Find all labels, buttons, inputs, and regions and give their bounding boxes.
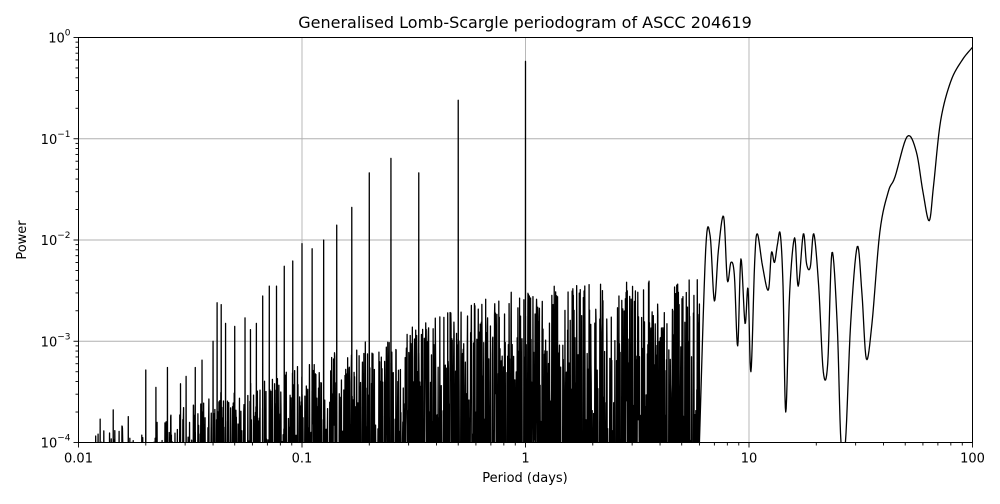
axis-ticks — [73, 37, 973, 448]
y-tick-label: 10−4 — [41, 434, 71, 452]
x-tick-label: 0.1 — [292, 452, 313, 467]
x-axis-tick-labels: 0.01 0.1 1 10 100 — [64, 452, 985, 467]
y-tick-label: 10−2 — [41, 231, 71, 249]
chart-title: Generalised Lomb-Scargle periodogram of … — [298, 13, 752, 32]
x-tick-label: 100 — [960, 452, 985, 467]
y-axis-label: Power — [15, 220, 30, 260]
x-tick-label: 1 — [521, 452, 529, 467]
y-tick-label: 10−3 — [41, 332, 71, 350]
x-tick-label: 10 — [741, 452, 758, 467]
x-axis-label: Period (days) — [482, 471, 568, 486]
y-axis-tick-labels: 10−4 10−3 10−2 10−1 100 — [41, 29, 71, 452]
y-tick-label: 10−1 — [41, 130, 71, 148]
y-tick-label: 100 — [48, 29, 71, 47]
x-tick-label: 0.01 — [64, 452, 93, 467]
